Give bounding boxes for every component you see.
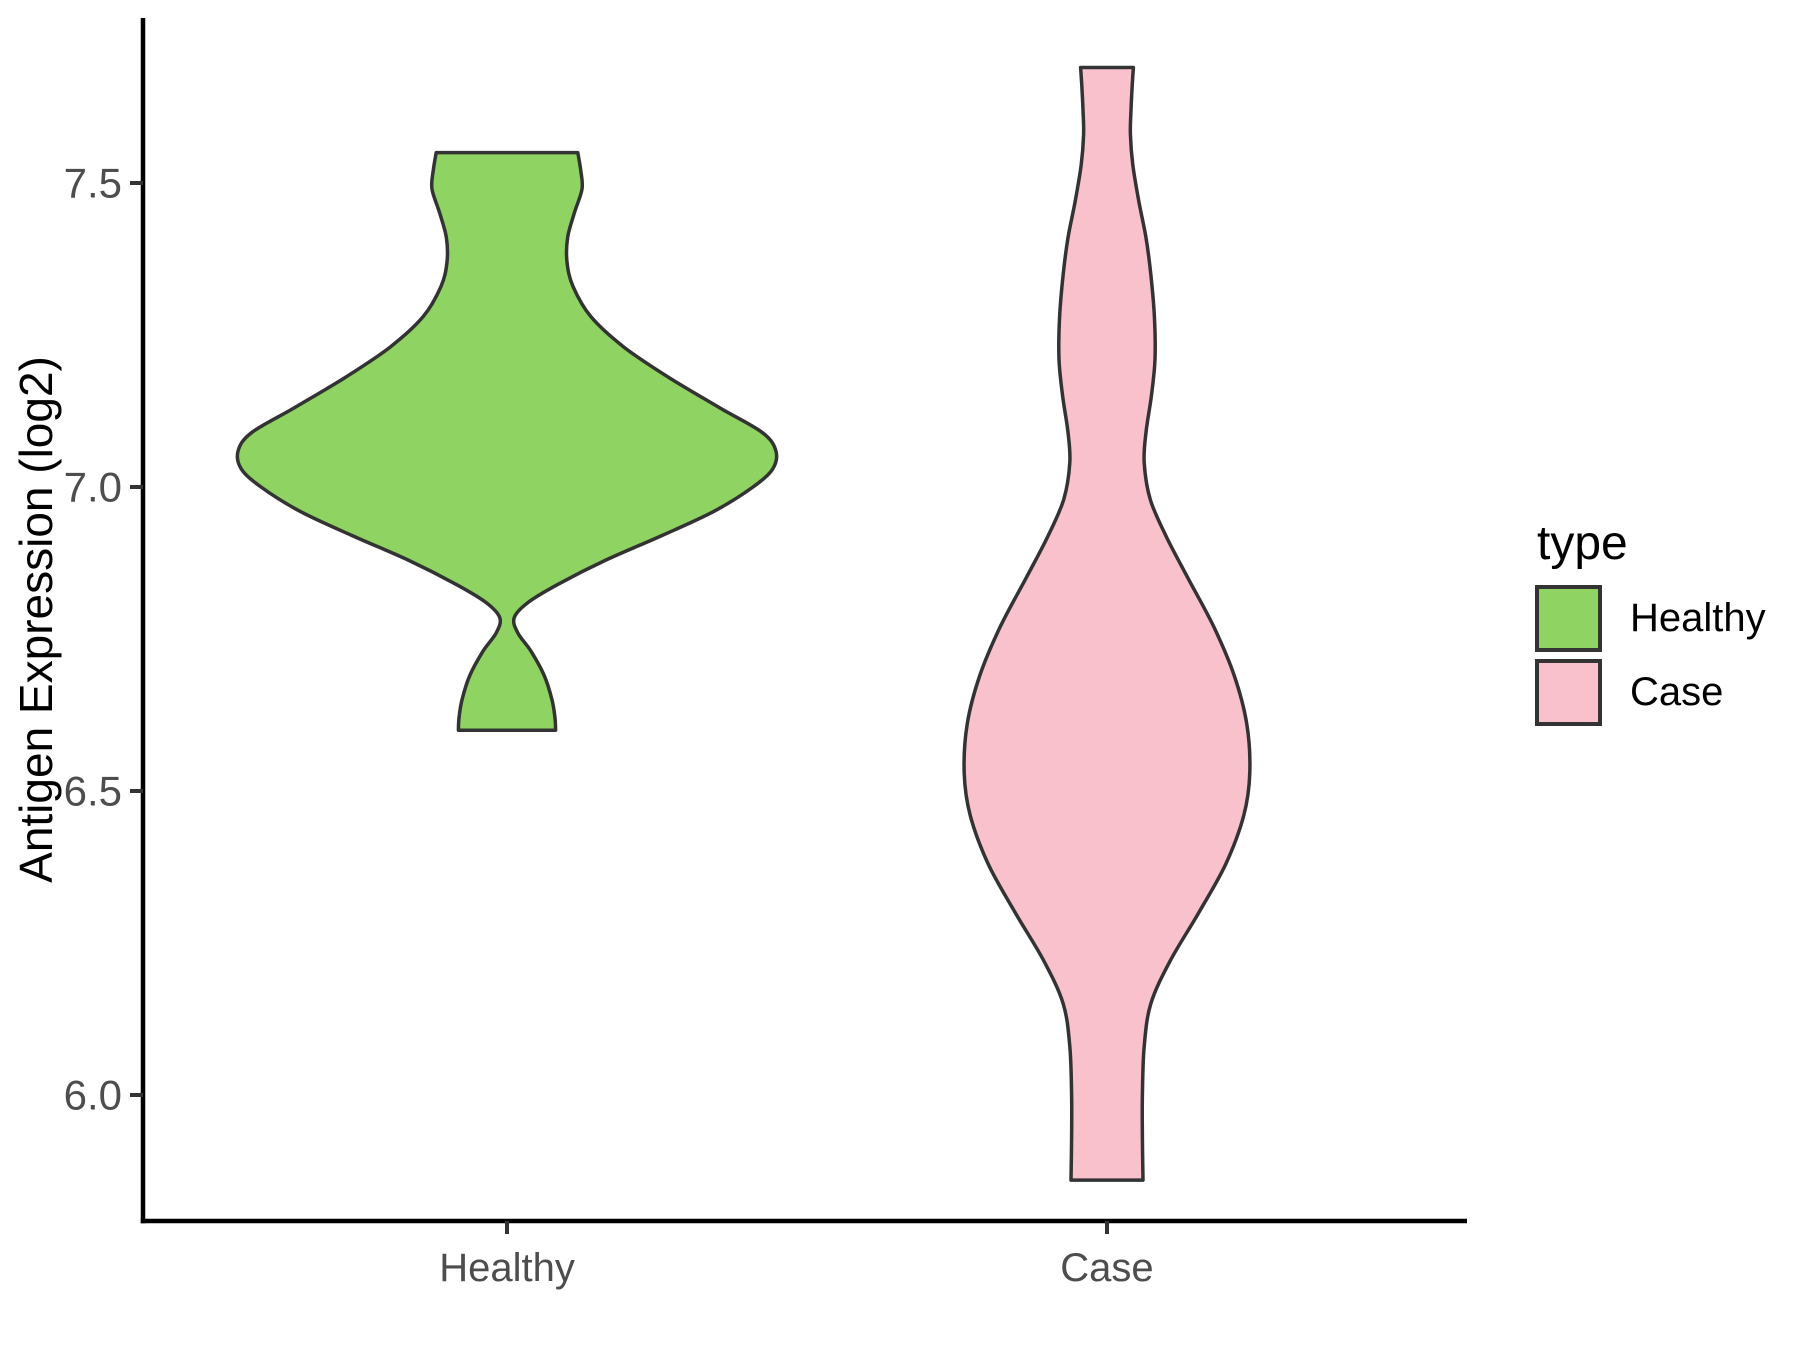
legend-entry-healthy: Healthy	[1535, 584, 1766, 652]
legend-title: type	[1537, 517, 1628, 570]
y-axis-title: Antigen Expression (log2)	[10, 356, 62, 883]
legend-label-healthy: Healthy	[1630, 595, 1766, 640]
x-axis-label-case: Case	[1060, 1246, 1153, 1290]
y-tick-label: 6.5	[64, 768, 122, 815]
legend-key-healthy-swatch	[1535, 584, 1602, 652]
violin-case	[962, 65, 1252, 1182]
legend-key-case-swatch	[1535, 658, 1602, 726]
legend-label-case: Case	[1630, 669, 1724, 714]
x-axis-label-healthy: Healthy	[439, 1246, 575, 1290]
legend-entry-case: Case	[1535, 658, 1766, 726]
y-tick-label: 6.0	[64, 1072, 122, 1119]
y-tick-label: 7.5	[64, 160, 122, 207]
violin-healthy	[235, 150, 779, 732]
y-tick-label: 7.0	[64, 464, 122, 511]
legend: type Healthy Case	[1535, 517, 1766, 733]
